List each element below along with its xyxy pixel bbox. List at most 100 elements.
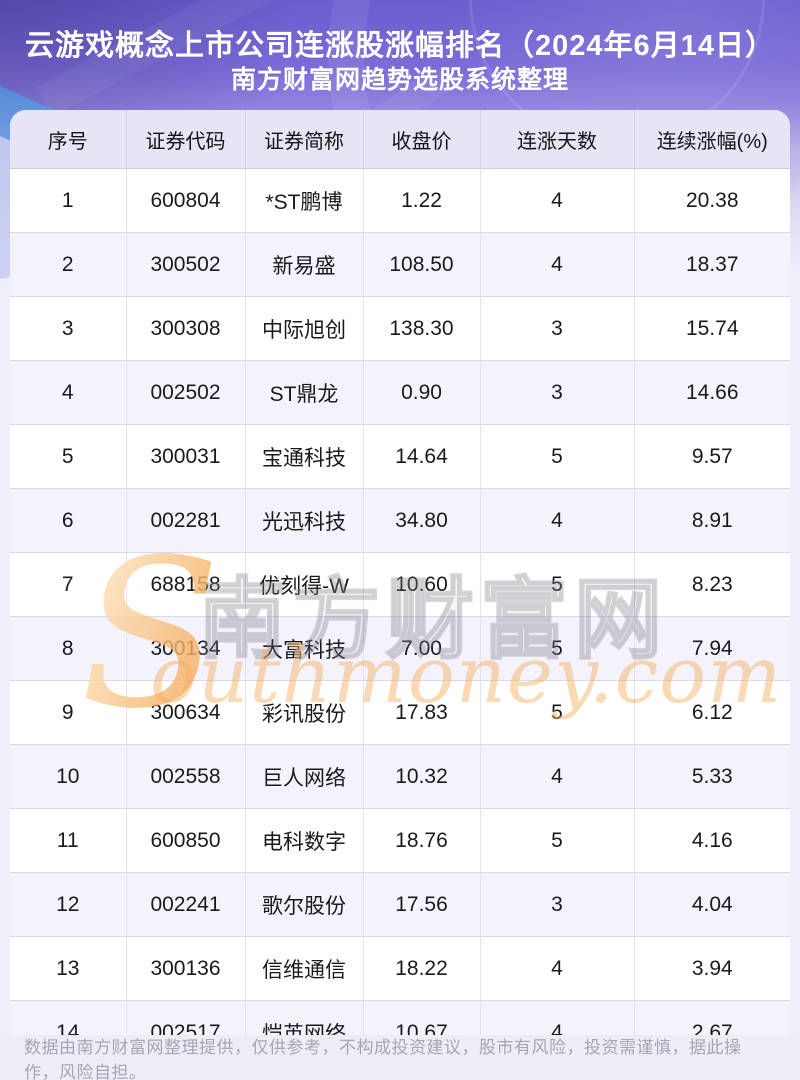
- table-cell: 优刻得-W: [245, 552, 364, 617]
- table-cell: 新易盛: [245, 232, 364, 297]
- column-header: 证券简称: [245, 110, 364, 169]
- column-header: 序号: [10, 110, 127, 169]
- table-cell: 5: [480, 616, 635, 681]
- table-cell: 电科数字: [245, 808, 364, 873]
- table-cell: 0.90: [363, 360, 481, 425]
- table-row: 1 600804 *ST鹏博 1.22 4 20.38: [10, 168, 790, 233]
- table-cell: 8.23: [634, 552, 790, 617]
- page-footer: 数据由南方财富网整理提供，仅供参考，不构成投资建议，股市有风险，投资需谨慎，据此…: [0, 1035, 800, 1080]
- table-cell: 300031: [126, 424, 246, 489]
- table-cell: 信维通信: [245, 936, 364, 1001]
- table-cell: 002558: [126, 744, 246, 809]
- column-header: 连涨天数: [480, 110, 635, 169]
- table-cell: 18.76: [363, 808, 481, 873]
- table-cell: 3: [480, 872, 635, 937]
- table-cell: 10.60: [363, 552, 481, 617]
- table-cell: 138.30: [363, 296, 481, 361]
- table-cell: 3.94: [634, 936, 790, 1001]
- table-row: 10 002558 巨人网络 10.32 4 5.33: [10, 744, 790, 809]
- table-cell: 光迅科技: [245, 488, 364, 553]
- table-cell: 002241: [126, 872, 246, 937]
- table-cell: 巨人网络: [245, 744, 364, 809]
- column-header: 证券代码: [126, 110, 246, 169]
- table-cell: 15.74: [634, 296, 790, 361]
- table-cell: 3: [480, 296, 635, 361]
- table-cell: *ST鹏博: [245, 168, 364, 233]
- table-cell: 8: [10, 616, 127, 681]
- table-cell: 4: [480, 232, 635, 297]
- table-cell: 中际旭创: [245, 296, 364, 361]
- table-cell: 20.38: [634, 168, 790, 233]
- column-header: 收盘价: [363, 110, 481, 169]
- table-cell: 17.56: [363, 872, 481, 937]
- table-cell: 34.80: [363, 488, 481, 553]
- table-cell: 1.22: [363, 168, 481, 233]
- table-cell: ST鼎龙: [245, 360, 364, 425]
- table-cell: 6.12: [634, 680, 790, 745]
- table-row: 4 002502 ST鼎龙 0.90 3 14.66: [10, 360, 790, 425]
- table-cell: 1: [10, 168, 127, 233]
- table-cell: 7: [10, 552, 127, 617]
- table-cell: 600850: [126, 808, 246, 873]
- table-cell: 5: [10, 424, 127, 489]
- table-cell: 300134: [126, 616, 246, 681]
- table-cell: 300136: [126, 936, 246, 1001]
- disclaimer-text: 数据由南方财富网整理提供，仅供参考，不构成投资建议，股市有风险，投资需谨慎，据此…: [24, 1037, 742, 1080]
- page-subtitle: 南方财富网趋势选股系统整理: [230, 66, 569, 94]
- table-cell: 4: [480, 488, 635, 553]
- table-header-row: 序号 证券代码 证券简称 收盘价 连涨天数 连续涨幅(%): [10, 110, 790, 169]
- stock-table-card: 序号 证券代码 证券简称 收盘价 连涨天数 连续涨幅(%) 1 600804 *ST鹏博 1.2…: [10, 110, 790, 1065]
- table-cell: 688158: [126, 552, 246, 617]
- table-row: 3 300308 中际旭创 138.30 3 15.74: [10, 296, 790, 361]
- table-row: 11 600850 电科数字 18.76 5 4.16: [10, 808, 790, 873]
- table-cell: 5: [480, 552, 635, 617]
- table-row: 6 002281 光迅科技 34.80 4 8.91: [10, 488, 790, 553]
- table-row: 9 300634 彩讯股份 17.83 5 6.12: [10, 680, 790, 745]
- table-cell: 300634: [126, 680, 246, 745]
- table-cell: 18.22: [363, 936, 481, 1001]
- table-cell: 歌尔股份: [245, 872, 364, 937]
- table-cell: 108.50: [363, 232, 481, 297]
- table-cell: 宝通科技: [245, 424, 364, 489]
- table-cell: 4.16: [634, 808, 790, 873]
- table-cell: 5: [480, 808, 635, 873]
- table-cell: 7.94: [634, 616, 790, 681]
- table-cell: 10.32: [363, 744, 481, 809]
- stock-table: 序号 证券代码 证券简称 收盘价 连涨天数 连续涨幅(%) 1 600804 *ST鹏博 1.2…: [10, 110, 790, 1065]
- table-cell: 14.64: [363, 424, 481, 489]
- table-cell: 2: [10, 232, 127, 297]
- table-cell: 9.57: [634, 424, 790, 489]
- table-cell: 8.91: [634, 488, 790, 553]
- column-header: 连续涨幅(%): [634, 110, 790, 169]
- table-cell: 3: [480, 360, 635, 425]
- table-cell: 11: [10, 808, 127, 873]
- table-cell: 13: [10, 936, 127, 1001]
- table-cell: 002502: [126, 360, 246, 425]
- table-cell: 18.37: [634, 232, 790, 297]
- table-cell: 3: [10, 296, 127, 361]
- table-cell: 002281: [126, 488, 246, 553]
- table-body: 1 600804 *ST鹏博 1.22 4 20.38 2 300502 新易盛 108.50 4 1…: [10, 168, 790, 1065]
- table-cell: 4.04: [634, 872, 790, 937]
- table-cell: 10: [10, 744, 127, 809]
- table-row: 7 688158 优刻得-W 10.60 5 8.23: [10, 552, 790, 617]
- table-cell: 5: [480, 424, 635, 489]
- table-cell: 大富科技: [245, 616, 364, 681]
- page-title: 云游戏概念上市公司连涨股涨幅排名（2024年6月14日）: [25, 30, 775, 62]
- table-row: 5 300031 宝通科技 14.64 5 9.57: [10, 424, 790, 489]
- table-cell: 彩讯股份: [245, 680, 364, 745]
- table-cell: 9: [10, 680, 127, 745]
- table-cell: 4: [480, 744, 635, 809]
- table-row: 12 002241 歌尔股份 17.56 3 4.04: [10, 872, 790, 937]
- table-cell: 300502: [126, 232, 246, 297]
- table-cell: 14.66: [634, 360, 790, 425]
- table-cell: 4: [480, 168, 635, 233]
- table-cell: 12: [10, 872, 127, 937]
- table-cell: 7.00: [363, 616, 481, 681]
- table-row: 8 300134 大富科技 7.00 5 7.94: [10, 616, 790, 681]
- table-cell: 4: [10, 360, 127, 425]
- table-row: 13 300136 信维通信 18.22 4 3.94: [10, 936, 790, 1001]
- table-cell: 4: [480, 936, 635, 1001]
- table-row: 2 300502 新易盛 108.50 4 18.37: [10, 232, 790, 297]
